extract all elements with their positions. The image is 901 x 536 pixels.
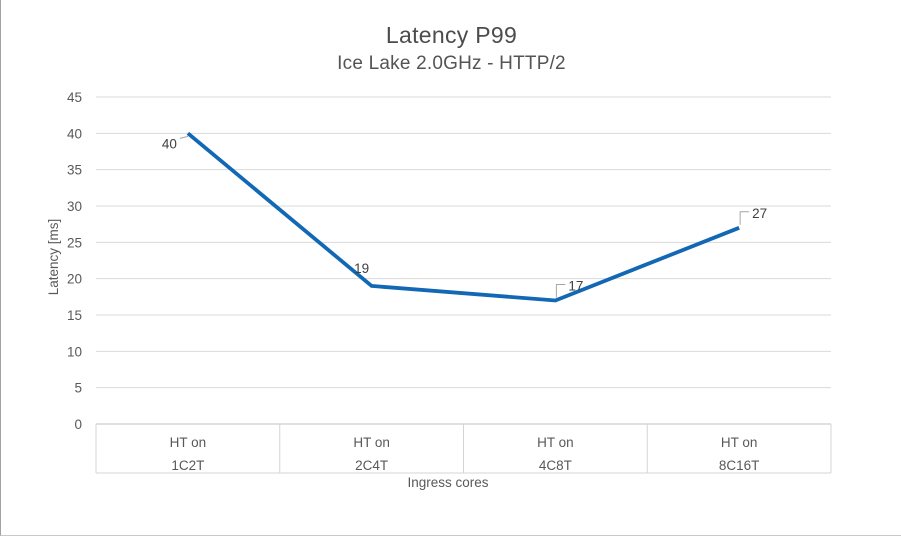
chart-title: Latency P99 [385,22,518,48]
y-tick-label: 45 [67,90,82,105]
category-label-line2: 4C8T [539,458,572,473]
data-label-leader [555,283,566,298]
y-tick-label: 40 [67,126,82,141]
category-label-line2: 2C4T [355,458,388,473]
y-axis-title: Latency [ms] [46,219,61,296]
y-tick-label: 10 [67,344,82,359]
category-label-line1: HT on [721,435,758,450]
series-line [186,131,740,303]
category-label-line1: HT on [170,435,207,450]
data-label: 17 [568,278,583,293]
y-tick-label: 35 [67,163,82,178]
chart-subtitle: Ice Lake 2.0GHz - HTTP/2 [337,53,566,74]
y-tick-label: 20 [67,272,82,287]
category-label-line1: HT on [353,435,390,450]
x-axis-title: Ingress cores [407,475,488,490]
data-label: 40 [162,136,177,151]
data-label-leader [179,135,188,139]
y-tick-label: 30 [67,199,82,214]
category-label-line2: 8C16T [719,458,760,473]
category-label-line2: 1C2T [171,458,204,473]
category-label-line1: HT on [537,435,574,450]
y-tick-label: 0 [74,417,82,432]
y-tick-label: 25 [67,235,82,250]
data-label-leader [739,211,750,225]
data-label: 19 [354,261,369,276]
y-tick-label: 15 [67,308,82,323]
data-label: 27 [752,206,767,221]
y-tick-label: 5 [74,381,82,396]
